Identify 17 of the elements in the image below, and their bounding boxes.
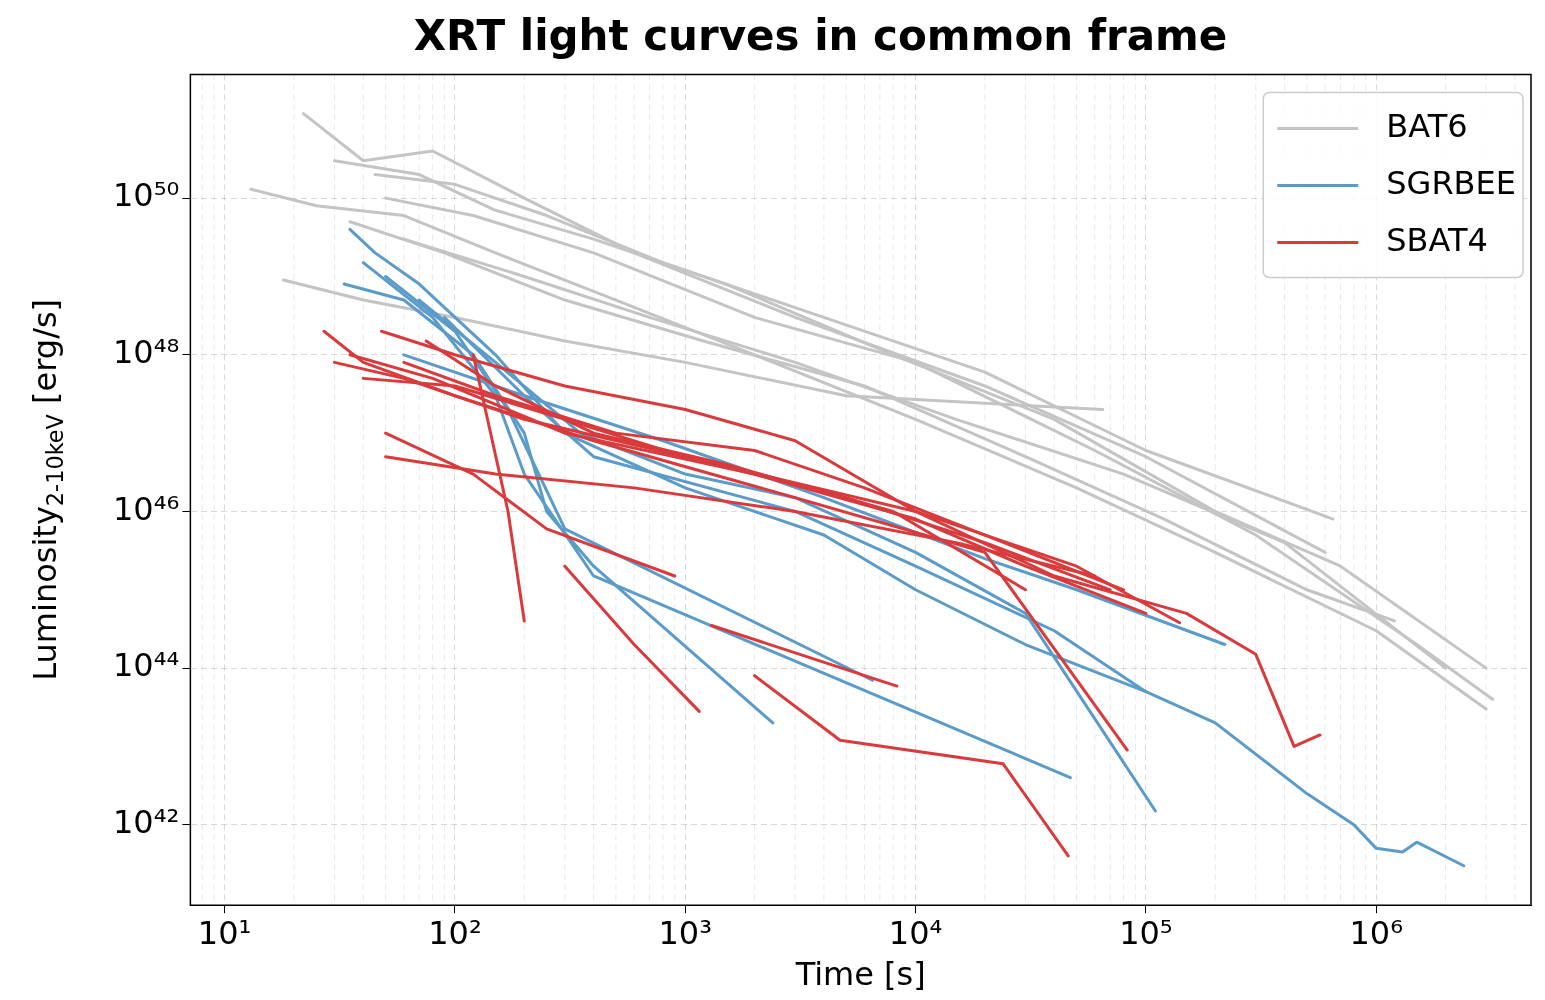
x-tick-label: 10² [428,913,482,952]
y-tick-label: 10⁴⁸ [113,333,180,372]
x-tick-label: 10³ [658,913,713,952]
legend-label: BAT6 [1386,106,1468,145]
y-axis-title: Luminosity2-10keV [erg/s] [26,298,69,681]
x-tick-label: 10⁵ [1119,913,1173,952]
x-tick-label: 10⁶ [1349,913,1403,952]
legend-label: SGRBEE [1386,163,1516,202]
x-tick-label: 10⁴ [888,913,943,952]
legend-label: SBAT4 [1386,220,1488,259]
x-tick-label: 10¹ [197,913,252,952]
y-tick-label: 10⁵⁰ [113,176,180,215]
y-tick-label: 10⁴⁴ [113,646,180,685]
x-axis-title: Time [s] [794,955,926,994]
y-tick-label: 10⁴⁶ [113,489,180,528]
chart-title: XRT light curves in common frame [413,11,1228,61]
y-tick-label: 10⁴² [113,803,180,842]
